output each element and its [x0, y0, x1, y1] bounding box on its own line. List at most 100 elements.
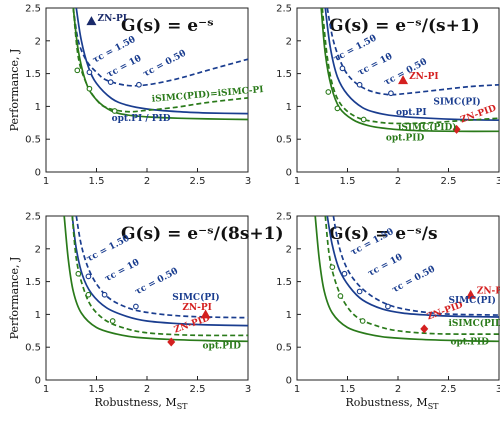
- x-tick-label: 1.5: [340, 176, 356, 187]
- y-axis-label: Performance, J: [8, 49, 21, 132]
- series-pid-dashed: [324, 216, 499, 335]
- tuning-point-marker: [107, 79, 114, 85]
- tuning-point-marker: [356, 81, 363, 88]
- zn-pid-marker: [167, 337, 176, 347]
- y-tick-label: 1: [286, 102, 292, 113]
- x-tick-label: 2.5: [441, 176, 457, 187]
- curve-annotation: opt.PID: [451, 338, 490, 348]
- tuning-point-marker: [136, 81, 142, 88]
- curve-annotation: opt.PI: [396, 108, 427, 118]
- series-pi-solid: [324, 8, 499, 122]
- panel-title: G(s) = e⁻ˢ/(s+1): [329, 16, 480, 36]
- y-tick-label: 0: [35, 376, 41, 387]
- x-tick-label: 2: [144, 176, 150, 187]
- y-tick-label: 1: [35, 310, 41, 321]
- x-tick-label: 3: [496, 176, 500, 187]
- curve-annotation: τc = 0.5θ: [142, 49, 188, 80]
- y-tick-label: 0: [286, 376, 292, 387]
- series-pi-solid: [326, 216, 499, 318]
- curve-annotation: ZN-PI: [409, 72, 439, 82]
- x-tick-label: 3: [496, 384, 500, 395]
- zn-pi-marker: [86, 16, 97, 26]
- tuning-point-marker: [360, 116, 367, 123]
- y-tick-label: 2: [35, 36, 41, 47]
- curve-annotation: opt.PID: [386, 134, 425, 144]
- tuning-point-marker: [337, 293, 344, 299]
- series-pi-dashed: [72, 8, 248, 87]
- curve-annotation: iSIMC(PID): [398, 122, 457, 133]
- plot-area: [314, 216, 499, 343]
- series-pid-solid: [314, 216, 499, 343]
- panel-title: G(s) = e⁻ˢ/s: [329, 224, 438, 244]
- x-tick-label: 2.5: [441, 384, 457, 395]
- curve-annotation: ZN-PI: [477, 286, 500, 296]
- tuning-point-marker: [86, 85, 93, 92]
- x-axis-label: Robustness, MST: [94, 396, 188, 411]
- x-tick-label: 1: [43, 176, 49, 187]
- y-tick-label: 1.5: [276, 277, 292, 288]
- tuning-point-marker: [111, 108, 118, 114]
- y-tick-label: 0: [35, 168, 41, 179]
- x-tick-label: 3: [245, 384, 251, 395]
- tuning-point-marker: [339, 65, 346, 72]
- y-tick-label: 1.5: [276, 69, 292, 80]
- series-pid-dashed: [321, 8, 499, 125]
- x-axis-label: Robustness, MST: [345, 396, 439, 411]
- curve-annotation: SIMC(PI): [172, 292, 219, 303]
- y-tick-label: 0.5: [276, 135, 292, 146]
- curve-annotation: τc = 1θ: [356, 52, 394, 78]
- x-tick-label: 2: [144, 384, 150, 395]
- tuning-point-marker: [341, 270, 348, 277]
- curve-annotation: iSIMC(PID): [449, 318, 500, 329]
- y-tick-label: 2.5: [276, 212, 292, 223]
- series-pid-solid: [63, 216, 248, 343]
- x-tick-label: 2.5: [190, 176, 206, 187]
- x-axis-label-sub: ST: [177, 402, 188, 411]
- curve-annotation: τc = 1.5θ: [85, 234, 131, 265]
- curve-annotation: τc = 1θ: [103, 258, 141, 284]
- x-tick-label: 1.5: [340, 384, 356, 395]
- plot-area: [320, 8, 499, 133]
- curve-annotation: ZN-PI: [182, 303, 212, 313]
- y-tick-label: 2: [286, 36, 292, 47]
- zn-pi-marker: [200, 309, 211, 319]
- zn-pi-marker: [465, 289, 476, 299]
- panel-3: 1 1.5 2 2.5 3 0 0.5 1 1.5 2 2.5 Performance, J Robus…: [8, 212, 284, 412]
- panel-1: 1 1.5 2 2.5 3 0 0.5 1 1.5 2 2.5 Performance, J G(s) …: [8, 4, 264, 188]
- curve-annotation: opt.PI / PID: [112, 114, 171, 124]
- curve-annotation: τc = 0.5θ: [391, 264, 437, 295]
- tuning-point-marker: [101, 291, 108, 298]
- zn-pi-marker: [398, 75, 409, 85]
- curve-annotation: ZN-PI: [98, 14, 128, 24]
- series-pi-dashed: [75, 216, 248, 319]
- x-tick-label: 1: [294, 176, 300, 187]
- curve-annotation: τc = 1.5θ: [332, 34, 378, 65]
- y-tick-label: 2.5: [276, 4, 292, 15]
- y-axis-label: Performance, J: [8, 257, 21, 340]
- tuning-point-marker: [74, 67, 81, 74]
- y-tick-label: 0.5: [25, 135, 41, 146]
- x-tick-label: 2: [395, 384, 401, 395]
- x-tick-label: 2.5: [190, 384, 206, 395]
- series-pi-dashed: [332, 216, 499, 316]
- panel-title: G(s) = e⁻ˢ/(8s+1): [121, 224, 284, 244]
- tuning-point-marker: [388, 90, 394, 97]
- tuning-point-marker: [85, 291, 92, 298]
- x-tick-label: 1: [294, 384, 300, 395]
- tuning-point-marker: [359, 318, 366, 324]
- plot-area: [63, 216, 248, 343]
- y-tick-label: 1: [286, 310, 292, 321]
- y-tick-label: 1.5: [25, 69, 41, 80]
- x-tick-label: 1.5: [89, 384, 105, 395]
- y-tick-label: 0.5: [276, 343, 292, 354]
- series-pi-solid: [71, 216, 248, 327]
- tuning-point-marker: [385, 303, 391, 310]
- tuning-point-marker: [329, 264, 336, 271]
- curve-annotation: τc = 1θ: [366, 253, 404, 279]
- zn-pid-marker: [420, 324, 429, 334]
- curve-annotation: opt.PID: [203, 342, 242, 352]
- x-tick-label: 2: [395, 176, 401, 187]
- y-tick-label: 2: [35, 244, 41, 255]
- plot-area: [72, 8, 248, 121]
- panel-2: 1 1.5 2 2.5 3 0 0.5 1 1.5 2 2.5 G(s) = e⁻ˢ/(s+1) ZN-…: [276, 4, 500, 188]
